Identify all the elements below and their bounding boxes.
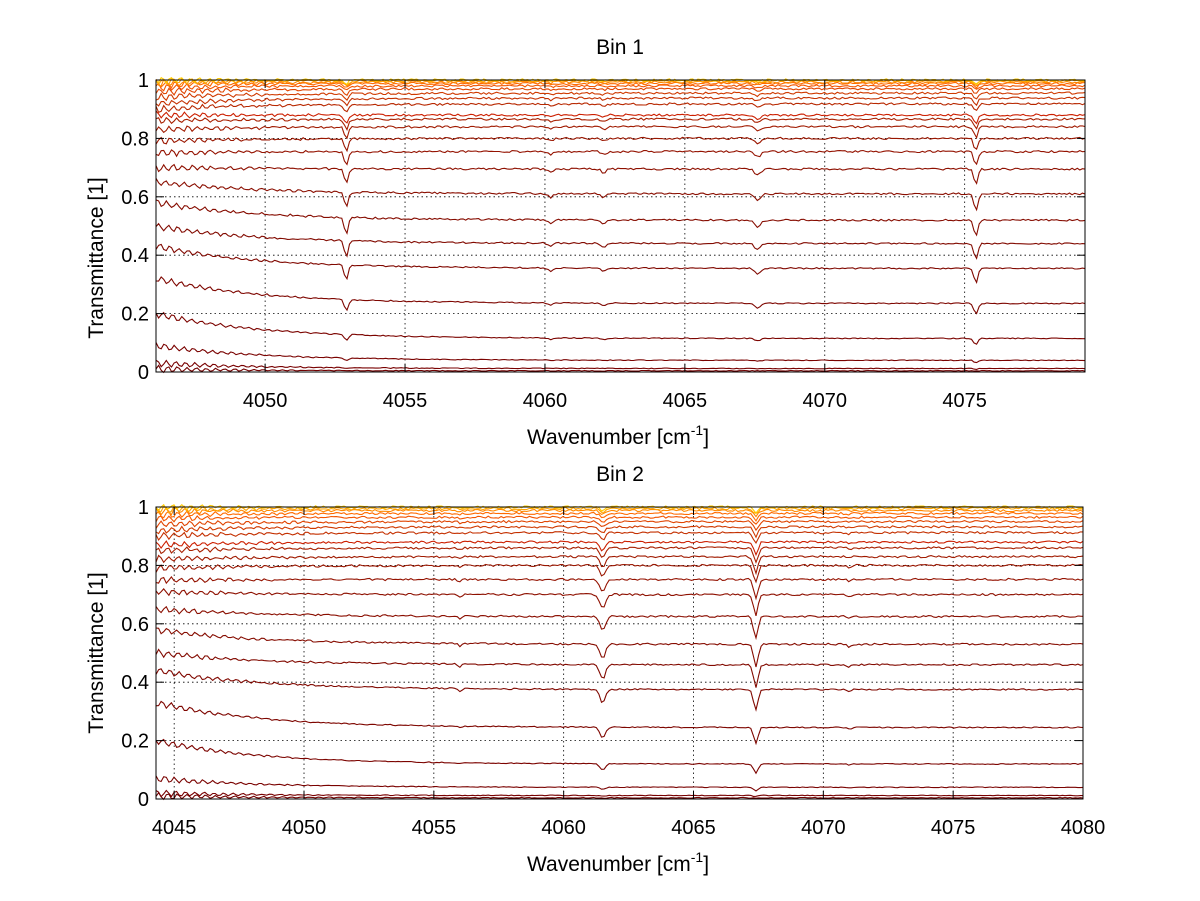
series-line <box>156 116 1085 131</box>
y-tick-label: 1 <box>138 497 149 519</box>
series-group <box>156 76 1085 374</box>
y-tick-label: 0.4 <box>121 672 149 694</box>
y-tick-label: 0.8 <box>121 555 149 577</box>
series-line <box>156 342 1085 364</box>
tick-labels: 4050 4055 4060 4065 4070 4075 0 0.2 0.4 0.6 0.8 1 <box>121 70 987 412</box>
series-line <box>156 563 1083 584</box>
x-axis-label: Wavenumber [cm-1] <box>527 422 709 449</box>
series-line <box>156 605 1083 641</box>
axes-background <box>156 507 1083 799</box>
series-line <box>156 125 1085 140</box>
series-line <box>156 540 1083 557</box>
y-tick-label: 0.6 <box>121 614 149 636</box>
x-tick-label: 4055 <box>383 390 428 412</box>
x-tick-label: 4075 <box>942 390 987 412</box>
series-line <box>156 588 1083 617</box>
series-line <box>156 738 1083 775</box>
x-tick-label: 4065 <box>671 817 716 839</box>
series-line <box>156 510 1083 522</box>
y-tick-label: 0 <box>138 362 149 384</box>
series-line <box>156 110 1085 125</box>
x-axis-label: Wavenumber [cm-1] <box>527 849 709 876</box>
subplot-bin-2: Bin 2 4045 4050 4055 4060 4065 4070 4075 4080 0 0… <box>85 463 1105 876</box>
series-line <box>156 311 1085 345</box>
subplot-title: Bin 1 <box>596 36 644 59</box>
series-line <box>156 96 1085 107</box>
x-tick-label: 4070 <box>803 390 848 412</box>
y-tick-label: 0.4 <box>121 245 149 267</box>
subplot-title: Bin 2 <box>596 463 644 486</box>
axes-background <box>156 80 1085 372</box>
y-tick-label: 1 <box>138 70 149 92</box>
series-line <box>156 775 1083 792</box>
x-tick-label: 4065 <box>663 390 708 412</box>
series-line <box>156 554 1083 576</box>
y-axis-label: Transmittance [1] <box>85 177 108 338</box>
plot-area <box>155 503 1084 801</box>
series-line <box>156 91 1085 102</box>
series-line <box>156 515 1083 525</box>
y-tick-label: 0.2 <box>121 731 149 753</box>
series-line <box>156 789 1083 798</box>
series-line <box>156 102 1085 114</box>
series-line <box>156 276 1085 315</box>
series-line <box>156 505 1083 514</box>
series-line <box>156 519 1083 532</box>
series-line <box>156 791 1083 801</box>
series-line <box>156 149 1085 166</box>
series-line <box>156 668 1083 712</box>
x-tick-label: 4070 <box>801 817 846 839</box>
series-line <box>156 700 1083 746</box>
x-tick-label: 4075 <box>931 817 976 839</box>
x-tick-label: 4055 <box>412 817 457 839</box>
y-tick-label: 0.6 <box>121 187 149 209</box>
y-tick-label: 0 <box>138 789 149 811</box>
series-line <box>156 136 1085 153</box>
x-tick-label: 4080 <box>1061 817 1106 839</box>
y-tick-label: 0.8 <box>121 128 149 150</box>
series-line <box>156 163 1085 185</box>
series-line <box>156 359 1085 370</box>
series-line <box>156 199 1085 237</box>
x-tick-label: 4050 <box>282 817 327 839</box>
y-axis-label: Transmittance [1] <box>85 572 108 733</box>
series-line <box>156 546 1083 564</box>
series-line <box>156 178 1085 212</box>
series-line <box>156 364 1085 374</box>
y-tick-label: 0.2 <box>121 304 149 326</box>
series-line <box>156 243 1085 284</box>
axes-frame <box>155 506 1084 800</box>
x-tick-label: 4060 <box>523 390 568 412</box>
series-line <box>156 525 1083 539</box>
series-line <box>156 82 1085 92</box>
series-line <box>156 648 1083 688</box>
series-line <box>156 627 1083 668</box>
x-tick-label: 4045 <box>152 817 197 839</box>
series-line <box>156 575 1083 601</box>
tick-labels: 4045 4050 4055 4060 4065 4070 4075 4080 0 0.2 0.4 0… <box>121 497 1105 839</box>
x-tick-label: 4050 <box>243 390 288 412</box>
plot-area <box>155 76 1086 374</box>
subplot-bin-1: Bin 1 4050 4055 4060 4065 4070 4075 0 0.2 0.4 0.6… <box>85 36 1086 449</box>
series-line <box>156 530 1083 544</box>
series-line <box>156 86 1085 96</box>
series-line <box>156 222 1085 260</box>
x-tick-label: 4060 <box>541 817 586 839</box>
axes-frame <box>155 79 1086 373</box>
